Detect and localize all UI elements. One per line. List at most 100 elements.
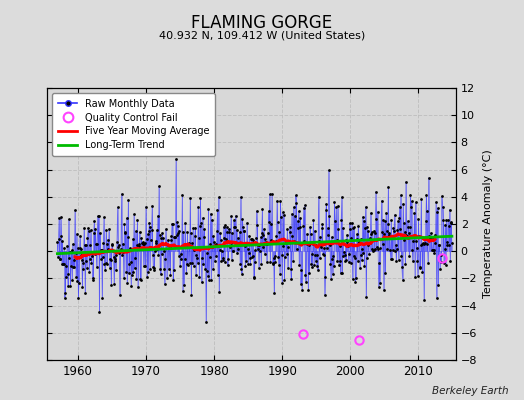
Point — [54, 254, 62, 260]
Point — [99, 254, 107, 260]
Point — [427, 229, 435, 236]
Point — [151, 238, 160, 245]
Point — [107, 282, 115, 288]
Point — [145, 228, 153, 235]
Point — [392, 258, 400, 264]
Point — [248, 254, 256, 260]
Point — [143, 274, 151, 280]
Point — [381, 218, 389, 224]
Point — [235, 229, 244, 235]
Point — [378, 241, 387, 248]
Point — [189, 225, 197, 231]
Point — [157, 235, 166, 241]
Point — [407, 198, 416, 204]
Point — [300, 205, 308, 211]
Point — [311, 257, 320, 264]
Point — [168, 220, 176, 227]
Point — [184, 240, 193, 246]
Point — [75, 245, 84, 251]
Point — [264, 208, 272, 214]
Point — [235, 240, 243, 246]
Point — [170, 233, 179, 240]
Point — [420, 297, 428, 303]
Point — [126, 245, 134, 251]
Point — [168, 221, 177, 227]
Point — [253, 222, 261, 228]
Point — [209, 233, 217, 239]
Point — [245, 250, 253, 256]
Point — [96, 246, 105, 253]
Point — [437, 259, 445, 266]
Point — [320, 252, 328, 258]
Point — [256, 248, 264, 254]
Point — [381, 270, 390, 276]
Point — [311, 251, 319, 258]
Point — [292, 199, 301, 206]
Point — [69, 264, 78, 270]
Point — [213, 207, 222, 213]
Point — [422, 218, 430, 224]
Point — [443, 239, 451, 245]
Point — [117, 246, 125, 253]
Point — [86, 241, 94, 248]
Point — [99, 240, 107, 246]
Point — [377, 236, 385, 242]
Point — [446, 258, 454, 264]
Point — [283, 226, 291, 232]
Point — [412, 244, 421, 251]
Point — [118, 240, 127, 247]
Point — [396, 204, 404, 210]
Point — [443, 242, 452, 248]
Point — [181, 243, 190, 250]
Point — [216, 230, 224, 236]
Point — [110, 281, 118, 287]
Point — [359, 250, 367, 257]
Point — [282, 251, 291, 257]
Point — [434, 242, 443, 248]
Point — [247, 236, 256, 243]
Point — [198, 255, 206, 262]
Point — [396, 226, 405, 232]
Point — [424, 260, 432, 266]
Point — [268, 260, 277, 266]
Point — [306, 224, 314, 230]
Point — [227, 256, 236, 263]
Point — [411, 199, 420, 206]
Point — [139, 239, 147, 245]
Point — [401, 261, 410, 268]
Point — [145, 220, 154, 226]
Point — [190, 247, 199, 254]
Point — [383, 246, 391, 252]
Point — [114, 242, 123, 248]
Point — [392, 246, 401, 252]
Point — [431, 231, 439, 238]
Point — [254, 245, 262, 252]
Point — [125, 260, 134, 267]
Point — [188, 260, 196, 266]
Point — [245, 232, 254, 239]
Point — [348, 220, 356, 226]
Point — [386, 246, 394, 253]
Point — [367, 231, 376, 237]
Point — [91, 226, 100, 232]
Point — [361, 263, 369, 270]
Point — [320, 245, 329, 252]
Point — [323, 244, 331, 251]
Point — [276, 198, 285, 205]
Point — [366, 210, 375, 216]
Point — [329, 253, 337, 260]
Point — [287, 266, 295, 272]
Point — [64, 216, 73, 222]
Point — [399, 201, 407, 207]
Point — [152, 227, 161, 233]
Point — [213, 228, 221, 234]
Point — [64, 283, 72, 289]
Point — [78, 284, 86, 290]
Point — [230, 224, 238, 230]
Point — [308, 264, 316, 270]
Point — [250, 258, 259, 265]
Point — [82, 258, 91, 264]
Point — [84, 228, 93, 234]
Point — [104, 236, 112, 243]
Point — [287, 276, 296, 282]
